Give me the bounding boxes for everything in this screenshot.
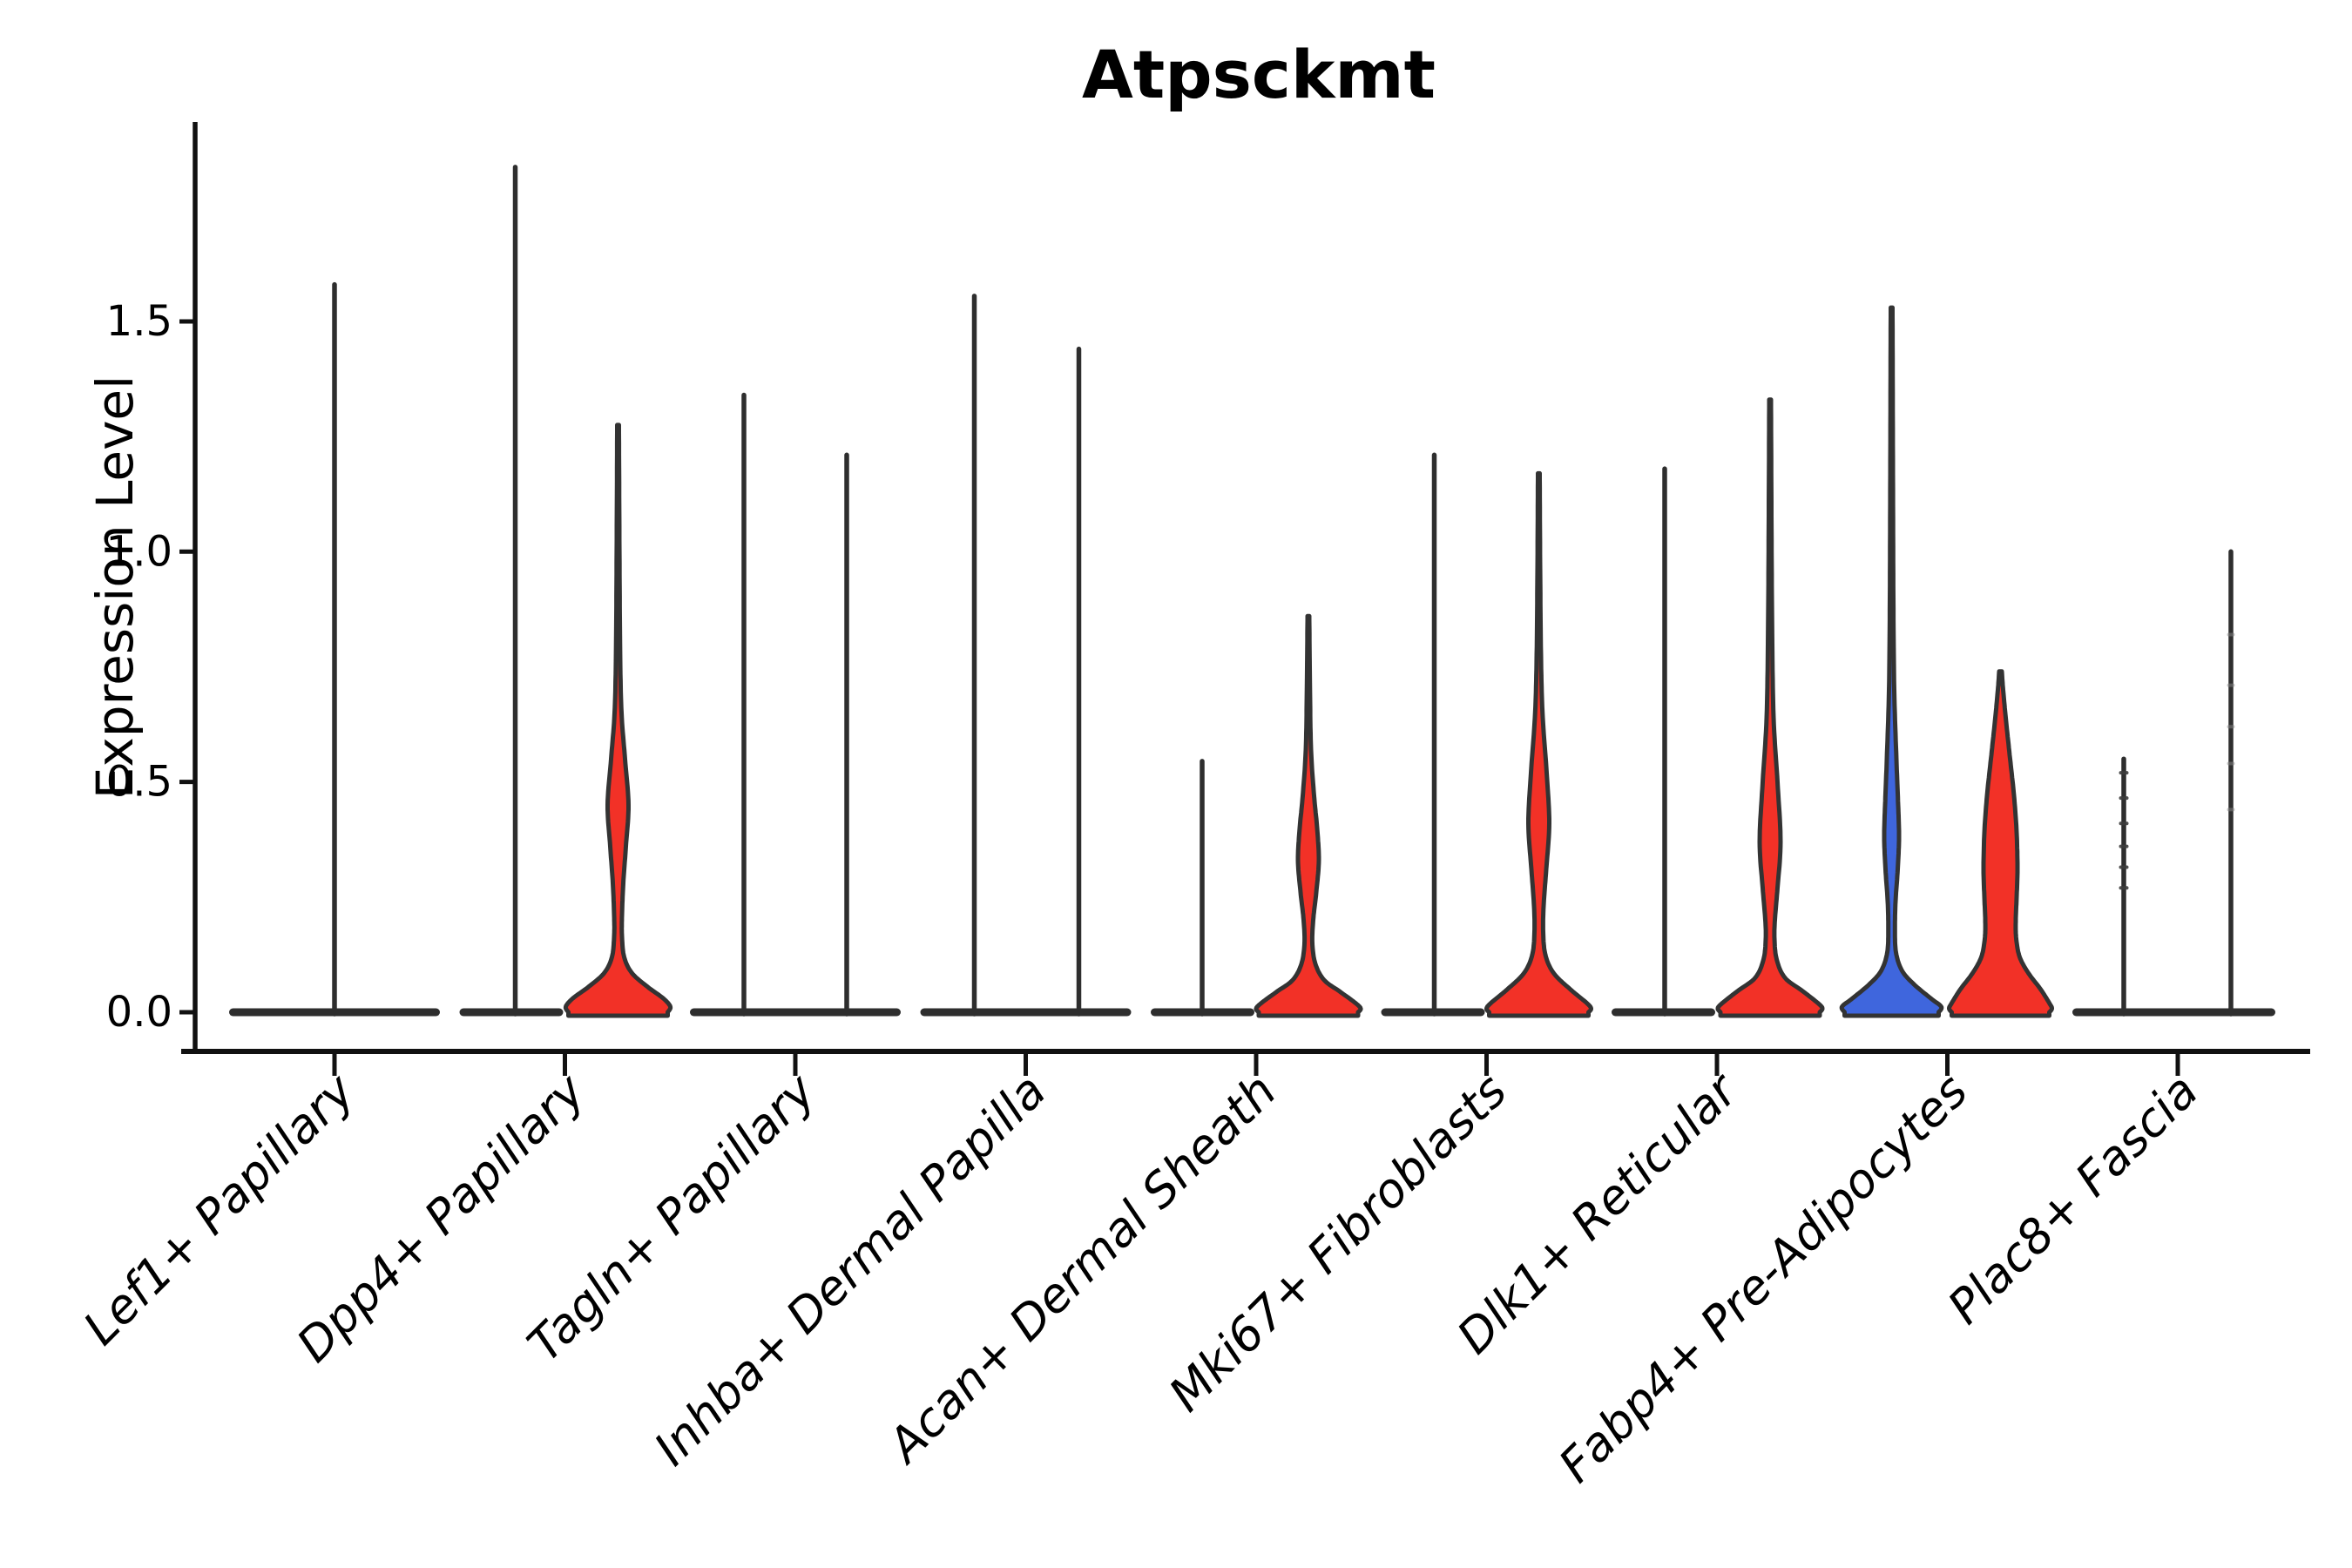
jitter-point-plac8-fascia-1 [2227,683,2235,687]
violin-red-acan-dermal-sheath [1254,613,1363,1018]
jitter-point-plac8-fascia-0 [2119,771,2129,775]
jitter-point-plac8-fascia-1 [2227,632,2235,637]
jitter-point-plac8-fascia-1 [2227,761,2235,766]
violin-red-fabp4-pre-adipocytes [1947,669,2054,1018]
collapsed-violin-inhba-dermal-papilla [920,1008,1132,1017]
jitter-point-plac8-fascia-0 [2119,844,2129,848]
jitter-point-plac8-fascia-0 [2119,821,2129,826]
jitter-point-plac8-fascia-1 [2227,725,2235,729]
jitter-point-plac8-fascia-0 [2119,886,2129,890]
y-tick-label-1.5: 1.5 [106,297,172,346]
collapsed-violin-dpp4-papillary [459,1008,564,1017]
violin-red-mki67-fibroblasts [1484,470,1593,1018]
jitter-point-plac8-fascia-0 [2119,796,2129,801]
y-axis-label: Expression Level [85,375,145,799]
y-tick-label-0.0: 0.0 [106,988,172,1037]
chart-title: Atpsckmt [1082,36,1436,113]
violin-blue-fabp4-pre-adipocytes [1839,305,1944,1018]
jitter-point-plac8-fascia-1 [2227,808,2235,812]
collapsed-violin-plac8-fascia [2072,1008,2275,1017]
jitter-point-plac8-fascia-0 [2119,865,2129,869]
y-tick-label-1.0: 1.0 [106,527,172,576]
violin-red-dlk1-reticular [1715,397,1825,1018]
collapsed-violin-tagln-papillary [690,1008,901,1017]
y-tick-label-0.5: 0.5 [106,758,172,807]
violin-red-dpp4-papillary [563,422,673,1018]
